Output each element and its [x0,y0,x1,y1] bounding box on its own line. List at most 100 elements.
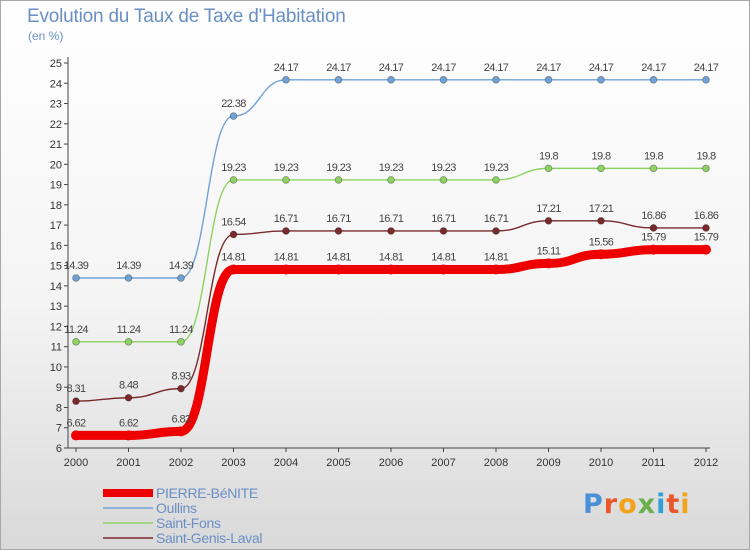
y-tick-label: 25 [50,58,62,70]
x-tick-label: 2006 [379,457,403,469]
legend-item: Saint-Fons [103,515,221,531]
data-label: 19.23 [379,162,404,174]
data-point [597,76,605,84]
logo-letter: i [656,489,667,520]
data-point [124,338,133,346]
data-label: 16.71 [326,213,351,225]
logo-letter: x [637,489,657,520]
data-label: 17.21 [536,203,561,215]
data-label: 24.17 [431,62,456,74]
data-point [282,176,290,184]
y-tick-label: 19 [50,180,62,192]
x-tick-label: 2001 [116,457,140,469]
data-point [228,264,239,275]
data-label: 14.81 [326,251,351,263]
x-tick-label: 2000 [64,457,88,469]
data-point [492,76,500,84]
axes: 6 7 8 9 10 11 12 13 14 15 16 17 18 19 20 21 22 23 24 25 2000… [50,57,718,469]
data-point [702,164,710,173]
x-tick-label: 2010 [589,457,613,469]
data-point [282,76,290,84]
data-label: 16.71 [484,213,509,225]
data-point [333,264,344,275]
x-tick-label: 2005 [326,457,350,469]
series-pierre-b-nite: 6.62 6.62 6.82 14.81 14.81 14.81 14.81 14.81 14.… [66,232,719,441]
data-label: 19.8 [539,150,558,162]
legend-label: Oullins [156,500,197,516]
data-label: 14.81 [431,251,456,263]
y-axis-unit: (en %) [28,29,64,43]
data-point [123,430,134,441]
x-tick-label: 2009 [536,457,560,469]
y-tick-label: 21 [50,139,62,151]
logo-letter: P [583,489,604,520]
data-point [492,176,500,184]
data-label: 19.8 [696,150,715,162]
data-label: 16.86 [641,210,666,222]
y-tick-label: 24 [50,78,62,90]
legend: PIERRE-BéNITEOullinsSaint-FonsSaint-Geni… [103,485,263,546]
legend-item: Oullins [103,500,197,516]
y-tick-label: 23 [50,99,62,111]
data-point [71,430,81,441]
data-label: 24.17 [274,62,299,74]
y-tick-label: 16 [50,240,62,252]
data-label: 14.39 [64,260,89,272]
legend-item: Saint-Genis-Laval [103,530,263,546]
data-point [701,244,711,255]
y-tick-label: 18 [50,200,62,212]
x-tick-label: 2007 [431,457,455,469]
data-label: 24.17 [379,62,404,74]
data-point [544,164,553,173]
data-point [596,249,606,260]
data-label: 24.17 [484,62,509,74]
y-tick-label: 20 [50,159,62,171]
data-label: 11.24 [169,324,193,336]
logo-letter: i [680,489,691,520]
data-label: 16.71 [431,213,456,225]
data-label: 14.81 [274,251,299,263]
y-tick-label: 17 [50,220,62,232]
data-point [386,264,396,275]
data-point [439,76,448,84]
y-tick-label: 6 [56,443,62,455]
data-point [649,224,658,232]
data-point [281,264,291,275]
data-point [492,227,500,235]
x-tick-label: 2012 [694,457,718,469]
data-label: 24.17 [589,62,614,74]
data-point [648,244,659,255]
data-label: 19.23 [431,162,456,174]
y-tick-label: 10 [50,362,62,374]
data-label: 17.21 [589,203,614,215]
data-label: 14.39 [116,260,141,272]
x-tick-label: 2002 [169,457,193,469]
data-point [439,227,448,235]
data-point [438,264,449,275]
data-label: 14.39 [169,260,194,272]
data-label: 24.17 [694,62,719,74]
y-tick-label: 12 [50,321,62,333]
data-point [387,227,395,235]
data-point [72,397,80,405]
data-label: 15.11 [537,245,561,257]
data-point [229,112,238,120]
data-label: 8.93 [171,371,190,383]
data-label: 24.17 [641,62,666,74]
data-point [72,274,80,282]
data-point [282,227,290,235]
data-label: 19.23 [326,162,351,174]
x-tick-label: 2008 [484,457,508,469]
y-tick-label: 14 [50,281,62,293]
data-point [229,176,238,184]
chart-title: Evolution du Taux de Taxe d'Habitation [27,6,346,27]
data-point [177,338,185,346]
legend-label: Saint-Fons [156,515,221,531]
logo-letter: o [618,489,638,520]
logo-letter: r [603,489,619,520]
data-label: 19.23 [274,162,299,174]
data-label: 6.62 [66,417,85,429]
legend-item: PIERRE-BéNITE [103,485,258,501]
